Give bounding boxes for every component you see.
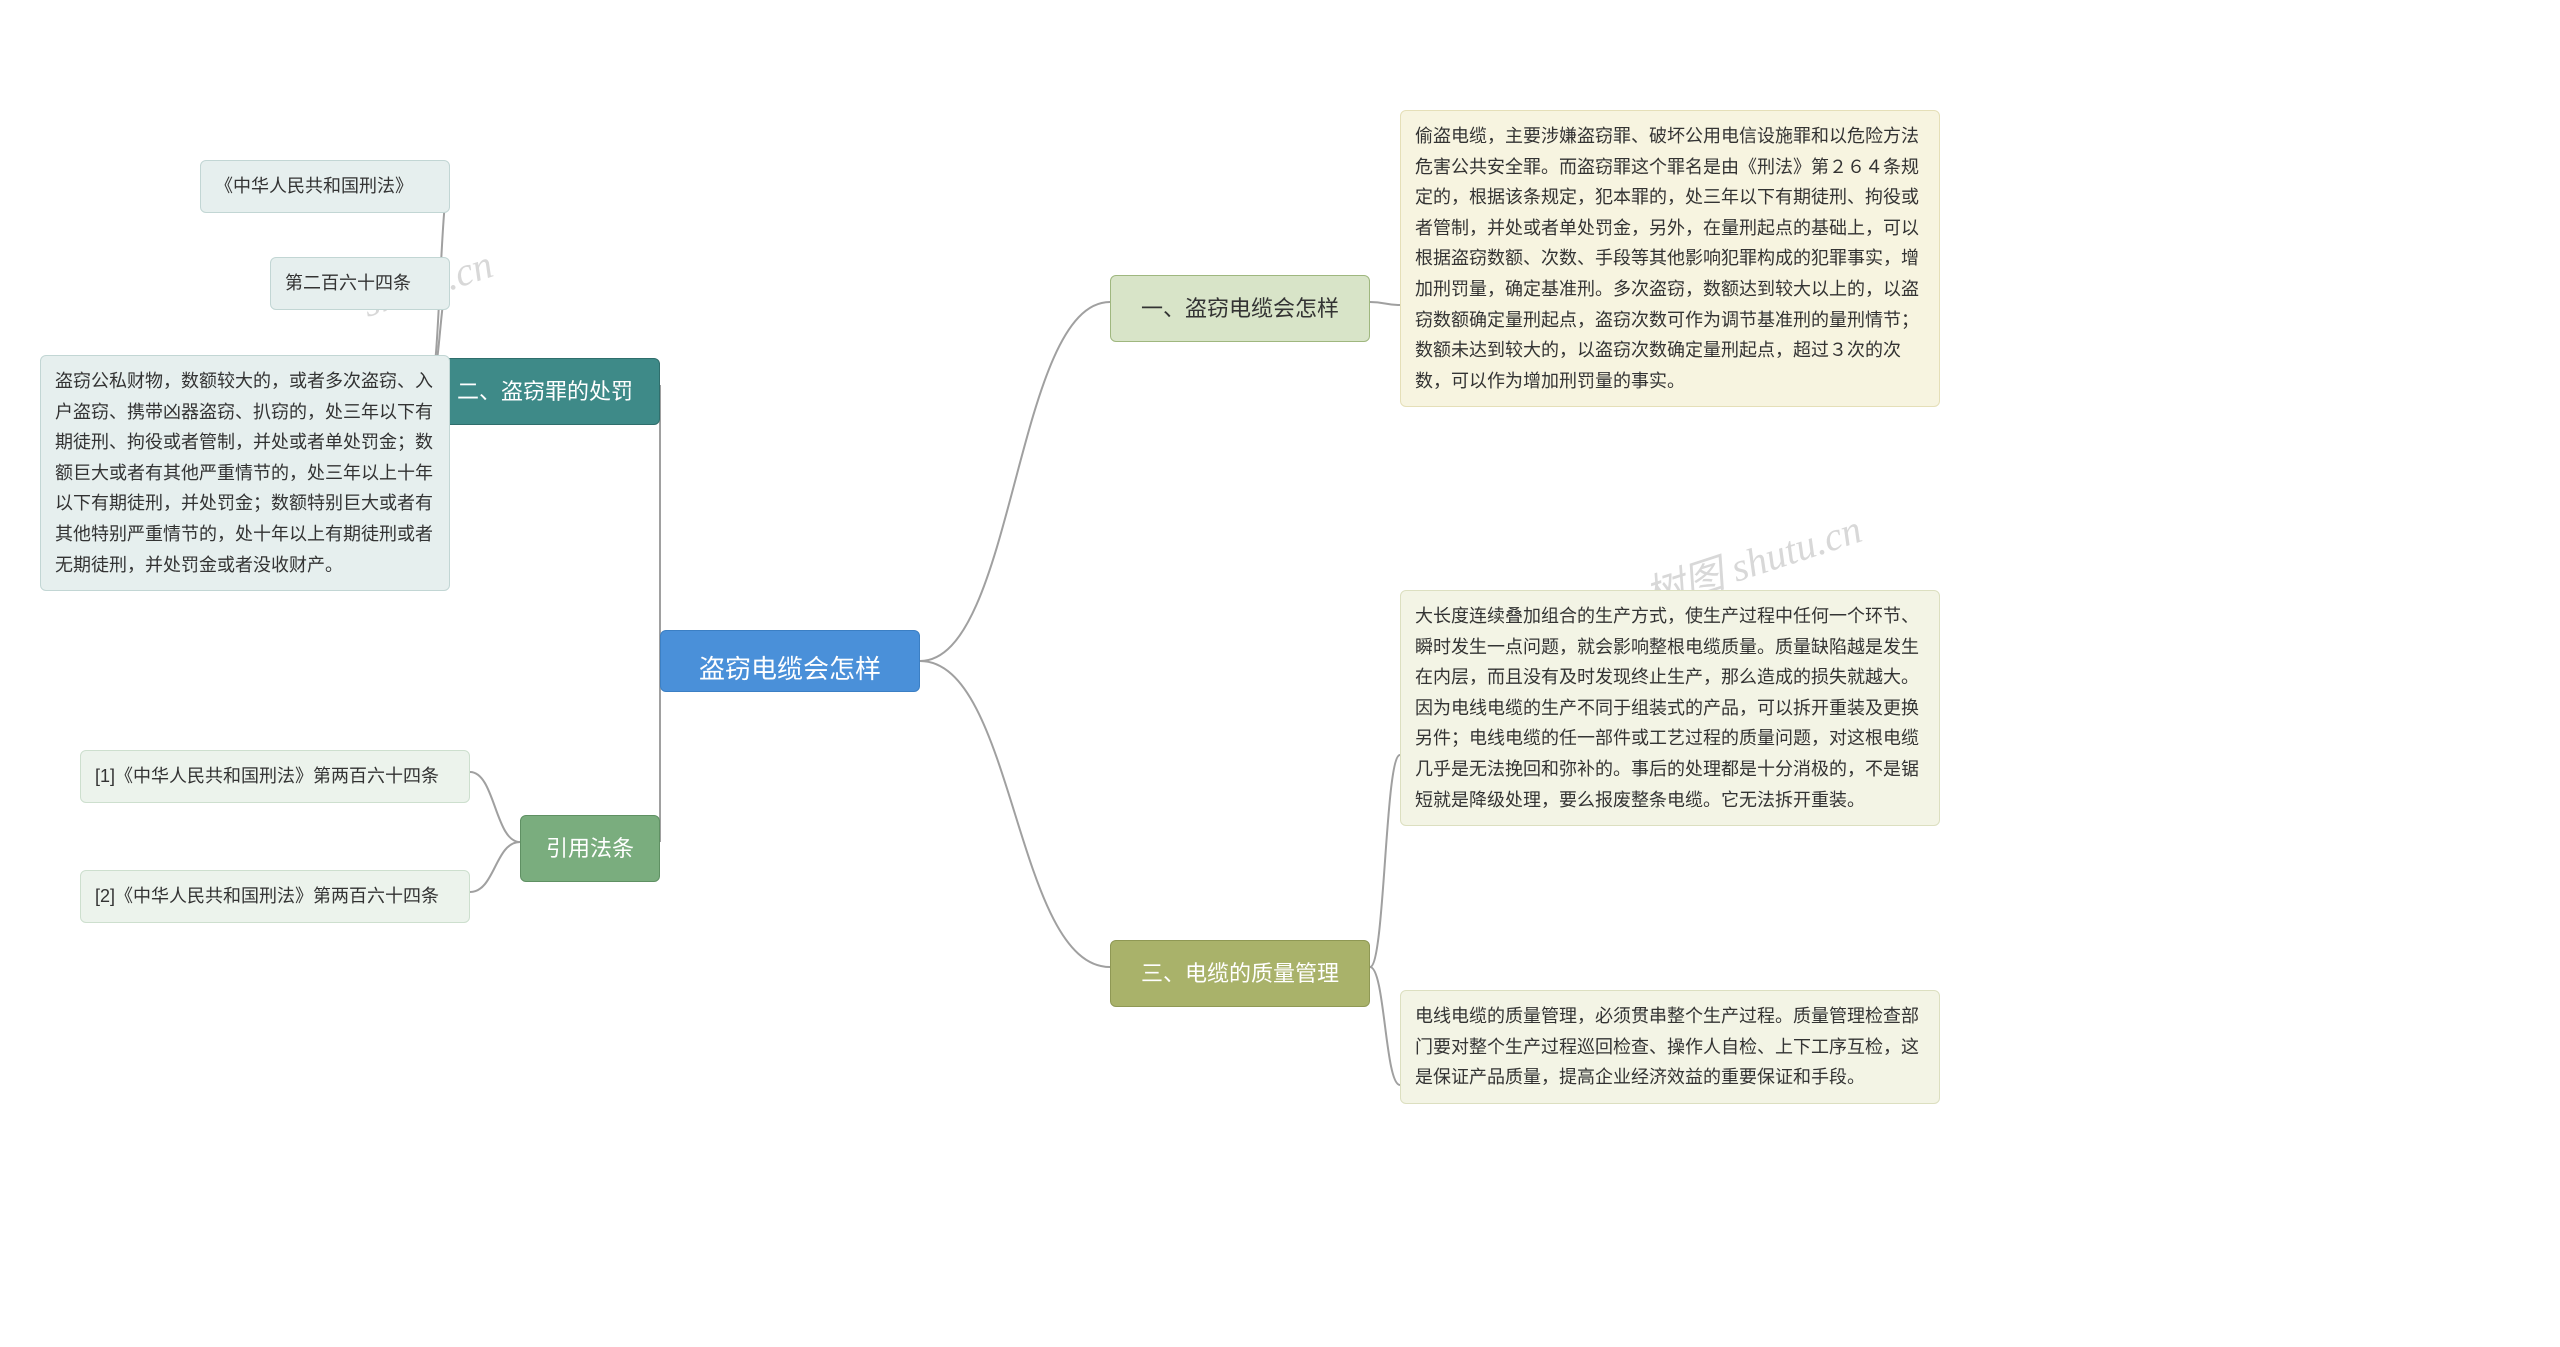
leaf-r1-0-label: 偷盗电缆，主要涉嫌盗窃罪、破坏公用电信设施罪和以危险方法危害公共安全罪。而盗窃罪…	[1415, 126, 1919, 391]
mindmap-root[interactable]: 盗窃电缆会怎样	[660, 630, 920, 692]
branch-l1-label: 二、盗窃罪的处罚	[457, 379, 633, 404]
branch-l2[interactable]: 引用法条	[520, 815, 660, 882]
leaf-l1-1[interactable]: 第二百六十四条	[270, 257, 450, 310]
leaf-r2-0-label: 大长度连续叠加组合的生产方式，使生产过程中任何一个环节、瞬时发生一点问题，就会影…	[1415, 606, 1919, 810]
branch-l2-label: 引用法条	[546, 836, 634, 861]
leaf-l1-2[interactable]: 盗窃公私财物，数额较大的，或者多次盗窃、入户盗窃、携带凶器盗窃、扒窃的，处三年以…	[40, 355, 450, 591]
leaf-r2-1-label: 电线电缆的质量管理，必须贯串整个生产过程。质量管理检查部门要对整个生产过程巡回检…	[1415, 1006, 1919, 1087]
leaf-l2-1-label: [2]《中华人民共和国刑法》第两百六十四条	[95, 886, 439, 906]
leaf-l1-0[interactable]: 《中华人民共和国刑法》	[200, 160, 450, 213]
leaf-r1-0[interactable]: 偷盗电缆，主要涉嫌盗窃罪、破坏公用电信设施罪和以危险方法危害公共安全罪。而盗窃罪…	[1400, 110, 1940, 407]
leaf-l2-0[interactable]: [1]《中华人民共和国刑法》第两百六十四条	[80, 750, 470, 803]
leaf-l2-0-label: [1]《中华人民共和国刑法》第两百六十四条	[95, 766, 439, 786]
leaf-l2-1[interactable]: [2]《中华人民共和国刑法》第两百六十四条	[80, 870, 470, 923]
root-label: 盗窃电缆会怎样	[699, 654, 881, 684]
leaf-l1-1-label: 第二百六十四条	[285, 273, 411, 293]
leaf-r2-0[interactable]: 大长度连续叠加组合的生产方式，使生产过程中任何一个环节、瞬时发生一点问题，就会影…	[1400, 590, 1940, 826]
leaf-l1-2-label: 盗窃公私财物，数额较大的，或者多次盗窃、入户盗窃、携带凶器盗窃、扒窃的，处三年以…	[55, 371, 433, 575]
leaf-l1-0-label: 《中华人民共和国刑法》	[215, 176, 413, 196]
branch-r2[interactable]: 三、电缆的质量管理	[1110, 940, 1370, 1007]
branch-r1[interactable]: 一、盗窃电缆会怎样	[1110, 275, 1370, 342]
branch-r2-label: 三、电缆的质量管理	[1141, 961, 1339, 986]
leaf-r2-1[interactable]: 电线电缆的质量管理，必须贯串整个生产过程。质量管理检查部门要对整个生产过程巡回检…	[1400, 990, 1940, 1104]
branch-r1-label: 一、盗窃电缆会怎样	[1141, 296, 1339, 321]
branch-l1[interactable]: 二、盗窃罪的处罚	[430, 358, 660, 425]
